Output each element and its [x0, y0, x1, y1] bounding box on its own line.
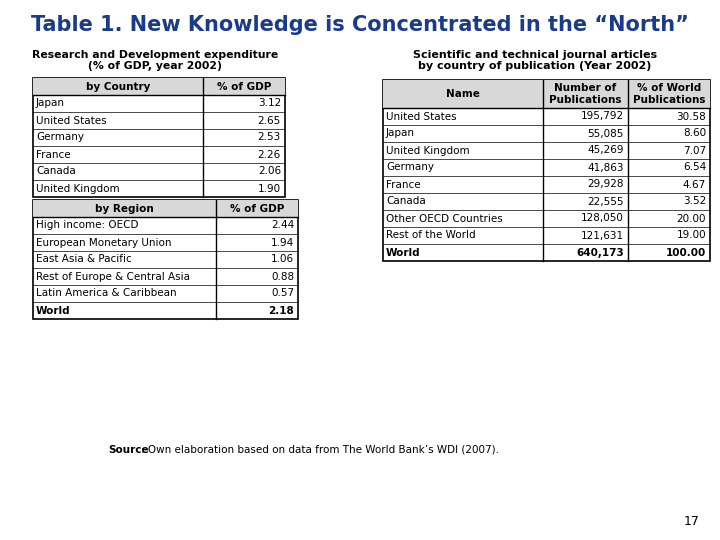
Text: Source: Source [108, 445, 148, 455]
Text: % of GDP: % of GDP [217, 82, 271, 91]
Text: 640,173: 640,173 [576, 247, 624, 258]
Text: 29,928: 29,928 [588, 179, 624, 190]
Text: 0.57: 0.57 [271, 288, 294, 299]
Text: European Monetary Union: European Monetary Union [36, 238, 171, 247]
Text: 128,050: 128,050 [581, 213, 624, 224]
Text: 0.88: 0.88 [271, 272, 294, 281]
Bar [33, 200, 298, 217]
Text: United States: United States [386, 111, 456, 122]
Text: 2.26: 2.26 [258, 150, 281, 159]
Text: Table 1. New Knowledge is Concentrated in the “North”: Table 1. New Knowledge is Concentrated i… [31, 15, 689, 35]
Text: Japan: Japan [36, 98, 65, 109]
Bar [33, 78, 285, 95]
Text: : Own elaboration based on data from The World Bank’s WDI (2007).: : Own elaboration based on data from The… [141, 445, 499, 455]
Text: World: World [386, 247, 420, 258]
Bar [33, 200, 298, 319]
Text: 2.18: 2.18 [269, 306, 294, 315]
Text: 2.44: 2.44 [271, 220, 294, 231]
Text: 2.65: 2.65 [258, 116, 281, 125]
Text: 1.90: 1.90 [258, 184, 281, 193]
Text: by Country: by Country [86, 82, 150, 91]
Text: 17: 17 [684, 515, 700, 528]
Text: United States: United States [36, 116, 107, 125]
Text: 30.58: 30.58 [676, 111, 706, 122]
Bar [33, 78, 285, 197]
Text: 2.06: 2.06 [258, 166, 281, 177]
Text: Research and Development expenditure: Research and Development expenditure [32, 50, 278, 60]
Text: Canada: Canada [36, 166, 76, 177]
Text: 1.94: 1.94 [271, 238, 294, 247]
Text: 6.54: 6.54 [683, 163, 706, 172]
Text: High income: OECD: High income: OECD [36, 220, 138, 231]
Text: 121,631: 121,631 [581, 231, 624, 240]
Text: Other OECD Countries: Other OECD Countries [386, 213, 503, 224]
Text: % of World
Publications: % of World Publications [633, 83, 706, 105]
Text: World: World [36, 306, 71, 315]
Bar [383, 80, 710, 108]
Bar [383, 80, 710, 261]
Text: by country of publication (Year 2002): by country of publication (Year 2002) [418, 61, 652, 71]
Text: Germany: Germany [386, 163, 434, 172]
Text: France: France [36, 150, 71, 159]
Text: Rest of the World: Rest of the World [386, 231, 476, 240]
Text: 4.67: 4.67 [683, 179, 706, 190]
Text: 20.00: 20.00 [677, 213, 706, 224]
Text: Japan: Japan [386, 129, 415, 138]
Text: 1.06: 1.06 [271, 254, 294, 265]
Text: 19.00: 19.00 [676, 231, 706, 240]
Text: 8.60: 8.60 [683, 129, 706, 138]
Text: United Kingdom: United Kingdom [386, 145, 469, 156]
Text: % of GDP: % of GDP [230, 204, 284, 213]
Text: 41,863: 41,863 [588, 163, 624, 172]
Text: Germany: Germany [36, 132, 84, 143]
Text: Canada: Canada [386, 197, 426, 206]
Text: Rest of Europe & Central Asia: Rest of Europe & Central Asia [36, 272, 190, 281]
Text: 3.52: 3.52 [683, 197, 706, 206]
Text: 22,555: 22,555 [588, 197, 624, 206]
Text: 195,792: 195,792 [581, 111, 624, 122]
Text: United Kingdom: United Kingdom [36, 184, 120, 193]
Text: 100.00: 100.00 [666, 247, 706, 258]
Text: 7.07: 7.07 [683, 145, 706, 156]
Text: East Asia & Pacific: East Asia & Pacific [36, 254, 132, 265]
Text: France: France [386, 179, 420, 190]
Text: (% of GDP, year 2002): (% of GDP, year 2002) [88, 61, 222, 71]
Text: Number of
Publications: Number of Publications [549, 83, 622, 105]
Text: 45,269: 45,269 [588, 145, 624, 156]
Text: 2.53: 2.53 [258, 132, 281, 143]
Text: Name: Name [446, 89, 480, 99]
Text: by Region: by Region [95, 204, 154, 213]
Text: Latin America & Caribbean: Latin America & Caribbean [36, 288, 176, 299]
Text: 3.12: 3.12 [258, 98, 281, 109]
Text: Scientific and technical journal articles: Scientific and technical journal article… [413, 50, 657, 60]
Text: 55,085: 55,085 [588, 129, 624, 138]
